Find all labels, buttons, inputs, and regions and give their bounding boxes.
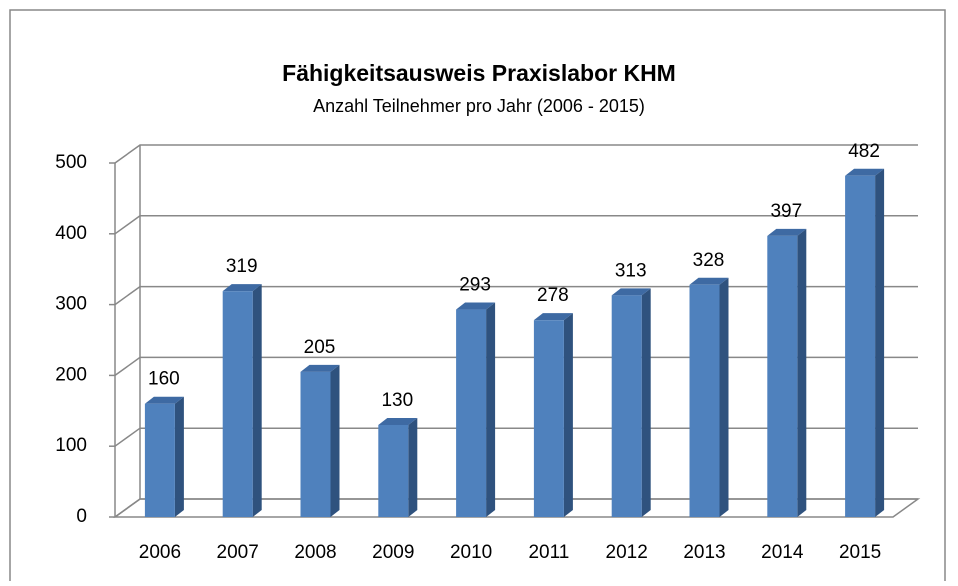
grid-line (114, 356, 918, 377)
x-tick-label: 2006 (139, 542, 181, 563)
chart-title: Fähigkeitsausweis Praxislabor KHM (282, 60, 676, 86)
x-tick-label: 2007 (217, 542, 259, 563)
value-label: 397 (770, 201, 802, 222)
x-tick-label: 2010 (450, 542, 492, 563)
value-label: 482 (848, 141, 880, 162)
bar (845, 175, 876, 517)
y-tick-label: 200 (55, 364, 87, 385)
value-label: 130 (381, 390, 413, 411)
bar (767, 235, 798, 517)
grid-line (114, 427, 918, 447)
y-tick-label: 100 (55, 435, 87, 456)
bar-side (875, 168, 885, 517)
bar (689, 284, 720, 517)
bar-side (330, 364, 340, 517)
bar (378, 424, 409, 517)
value-label: 278 (537, 285, 569, 306)
chart-subtitle: Anzahl Teilnehmer pro Jahr (2006 - 2015) (313, 96, 645, 116)
value-label: 319 (226, 256, 258, 277)
bar-top (378, 417, 418, 425)
value-label: 205 (304, 337, 336, 358)
bar (300, 371, 331, 517)
x-tick-label: 2014 (761, 542, 804, 563)
value-label: 293 (459, 275, 491, 296)
x-tick-label: 2008 (294, 542, 336, 563)
bar-side (719, 277, 729, 517)
bar-side (641, 288, 651, 517)
bar-top (845, 168, 885, 176)
bar-top (144, 396, 184, 404)
bar-side (174, 396, 184, 517)
y-tick-label: 300 (55, 294, 87, 315)
x-tick-label: 2011 (528, 542, 569, 563)
bar-top (533, 313, 573, 321)
grid-line (114, 215, 918, 235)
bar-side (797, 228, 807, 517)
bar (533, 320, 564, 517)
bar-top (456, 302, 496, 310)
y-tick-label: 0 (76, 506, 87, 527)
bar-side (408, 417, 418, 517)
bar-top (222, 284, 262, 292)
bar-side (563, 313, 573, 517)
bar-side (486, 302, 496, 517)
value-label: 328 (693, 250, 725, 271)
grid-line (114, 144, 918, 164)
bar-top (767, 228, 807, 236)
bar-side (252, 284, 262, 517)
bar (222, 291, 253, 517)
bar-top (300, 364, 340, 372)
y-tick-label: 500 (55, 152, 87, 173)
bar-top (689, 277, 729, 285)
value-label: 160 (148, 369, 180, 390)
x-tick-label: 2012 (606, 542, 648, 563)
bar-top (611, 288, 651, 296)
x-tick-label: 2009 (372, 542, 414, 563)
bar (456, 309, 487, 517)
bar (611, 295, 642, 517)
x-tick-label: 2015 (839, 542, 881, 563)
bar (144, 403, 175, 517)
y-tick-label: 400 (55, 223, 87, 244)
grid-line (114, 285, 918, 306)
grid-line (114, 498, 918, 518)
x-tick-label: 2013 (683, 542, 725, 563)
value-label: 313 (615, 260, 647, 281)
